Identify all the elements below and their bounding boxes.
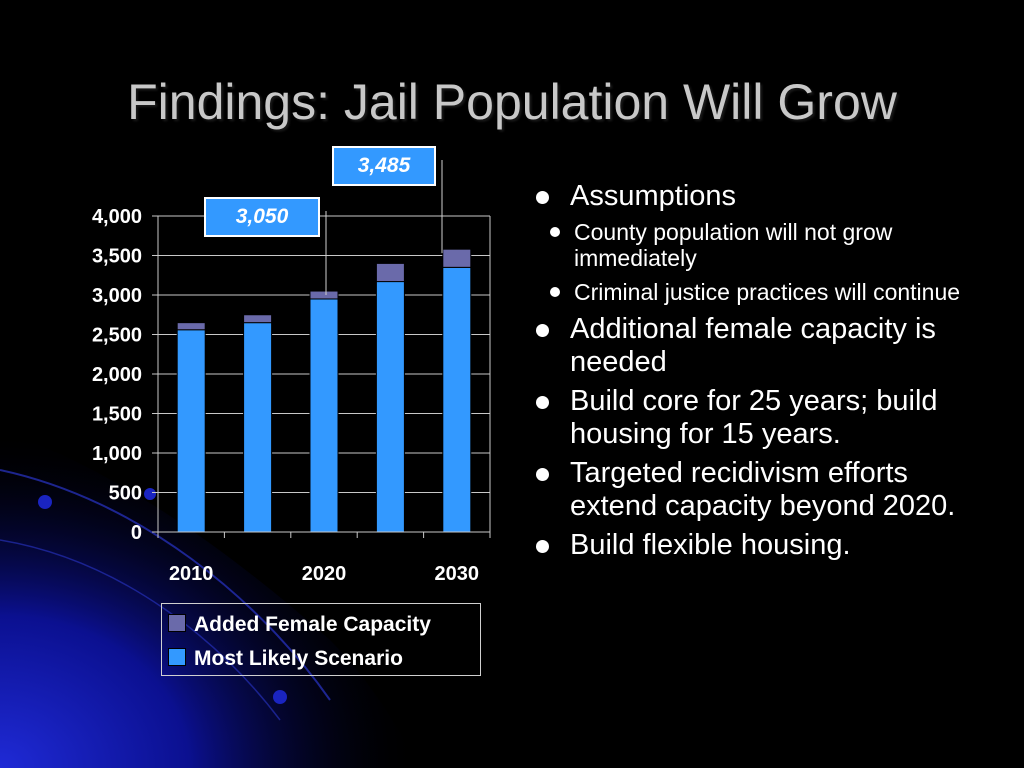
callout-2020: 3,050 [204, 197, 320, 237]
bullet-text: Build flexible housing. [570, 529, 851, 561]
bar-most-likely-2030 [442, 266, 472, 533]
background-arc [0, 469, 331, 701]
background-swoosh [0, 430, 420, 768]
bullet-list: Assumptions County population will not gr… [530, 180, 1000, 568]
y-tick-label: 3,500 [92, 246, 142, 268]
y-tick-label: 3,000 [92, 285, 142, 307]
bar-added-female-2025 [375, 262, 405, 283]
y-tick-label: 1,500 [92, 404, 142, 426]
legend-swatch-most-likely [168, 648, 186, 667]
bar-added-female-2010 [176, 322, 206, 331]
sub-bullet-item: Criminal justice practices will continue [530, 279, 1000, 305]
bullet-text: Targeted recidivism efforts extend capac… [570, 457, 956, 522]
legend-label-most-likely: Most Likely Scenario [194, 647, 403, 670]
chart-legend: Added Female Capacity Most Likely Scenar… [161, 603, 481, 676]
x-tick-label: 2030 [435, 563, 480, 585]
legend-label-added-female: Added Female Capacity [194, 613, 431, 636]
y-tick-label: 4,000 [92, 206, 142, 228]
bar-most-likely-2015 [243, 322, 273, 533]
background-dot [273, 690, 287, 704]
y-tick-label: 2,000 [92, 364, 142, 386]
bullet-text: Assumptions [570, 180, 737, 212]
sub-bullet-item: County population will not grow immediat… [530, 219, 1000, 271]
bar-most-likely-2020 [309, 298, 339, 533]
background-dot [144, 488, 156, 500]
callout-leaders [325, 160, 443, 296]
sub-bullet-list: County population will not grow immediat… [530, 219, 1000, 305]
y-tick-labels: 0 500 1,000 1,500 2,000 2,500 3,000 3,500 4,000 [92, 206, 142, 544]
bar-most-likely-2025 [375, 281, 405, 533]
chart-bars [176, 248, 472, 533]
bullet-item: Build core for 25 years; build housing f… [530, 385, 1000, 451]
y-tick-label: 2,500 [92, 325, 142, 347]
legend-item-most-likely: Most Likely Scenario [168, 644, 403, 674]
bullet-item: Additional female capacity is needed [530, 313, 1000, 379]
bar-added-female-2030 [442, 248, 472, 268]
x-tick-label: 2010 [169, 563, 214, 585]
chart-axes [152, 215, 491, 538]
bar-added-female-2020 [309, 290, 339, 300]
bar-most-likely-2010 [176, 329, 206, 533]
legend-swatch-added-female [168, 614, 186, 633]
y-tick-label: 1,000 [92, 443, 142, 465]
slide-title: Findings: Jail Population Will Grow [127, 74, 897, 130]
background-dot [38, 495, 52, 509]
background-arc [0, 539, 281, 721]
bullet-item: Build flexible housing. [530, 529, 1000, 562]
legend-item-added-female: Added Female Capacity [168, 610, 431, 640]
callout-2030: 3,485 [332, 146, 436, 186]
y-tick-label: 0 [131, 522, 142, 544]
bullet-item: Assumptions [530, 180, 1000, 213]
y-tick-label: 500 [109, 483, 142, 505]
bullet-text: Build core for 25 years; build housing f… [570, 385, 938, 450]
bullet-item: Targeted recidivism efforts extend capac… [530, 457, 1000, 523]
x-tick-label: 2020 [302, 563, 347, 585]
x-tick-labels: 2010 2020 2030 [169, 563, 479, 585]
bullet-text: Additional female capacity is needed [570, 313, 936, 378]
bar-added-female-2015 [243, 314, 273, 324]
